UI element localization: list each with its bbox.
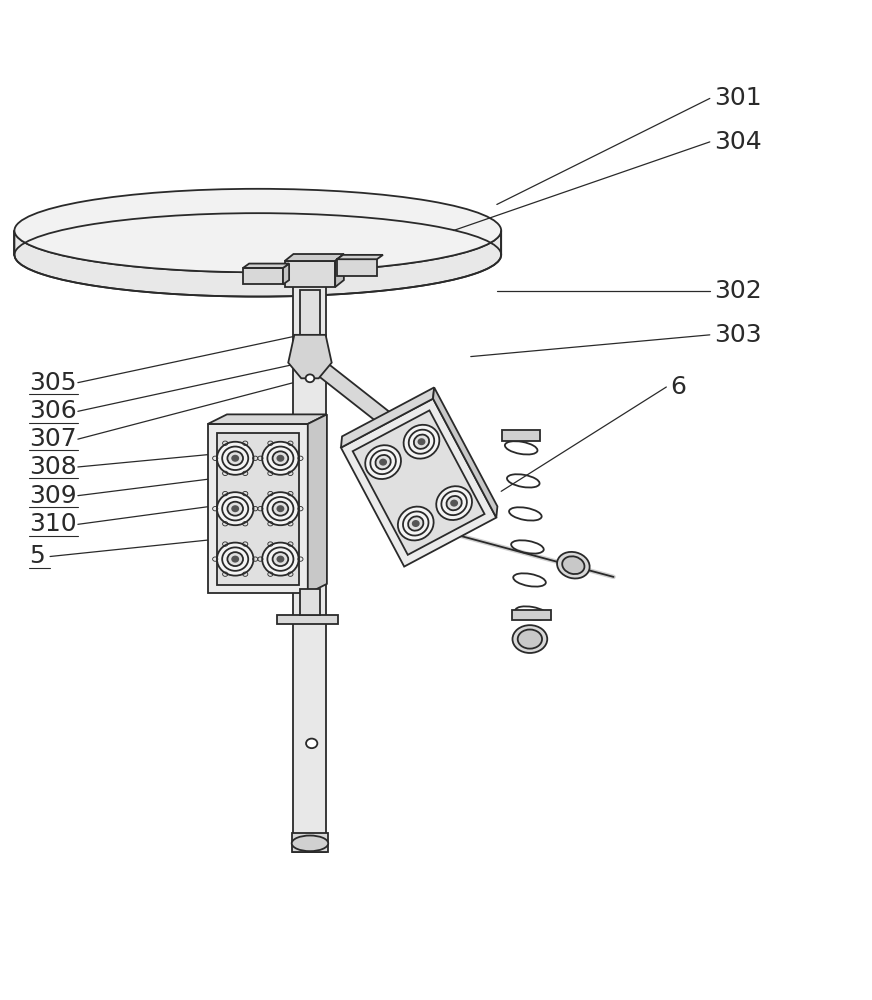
- Ellipse shape: [306, 739, 317, 748]
- Text: 305: 305: [29, 371, 77, 395]
- Polygon shape: [513, 610, 551, 620]
- Text: 310: 310: [29, 512, 77, 536]
- Polygon shape: [292, 833, 328, 852]
- Ellipse shape: [262, 442, 299, 475]
- Polygon shape: [283, 264, 290, 284]
- Text: 6: 6: [671, 375, 686, 399]
- Text: 306: 306: [29, 399, 77, 423]
- Polygon shape: [216, 433, 299, 585]
- Text: 303: 303: [714, 323, 762, 347]
- Ellipse shape: [228, 552, 243, 566]
- Ellipse shape: [557, 552, 589, 578]
- Text: 301: 301: [714, 86, 762, 110]
- Ellipse shape: [228, 451, 243, 465]
- Polygon shape: [285, 261, 335, 287]
- Ellipse shape: [412, 521, 419, 526]
- Ellipse shape: [232, 506, 238, 511]
- Text: 309: 309: [29, 484, 77, 508]
- Ellipse shape: [518, 630, 542, 649]
- Ellipse shape: [451, 501, 457, 506]
- Text: 307: 307: [29, 427, 77, 451]
- Polygon shape: [243, 264, 290, 268]
- Ellipse shape: [408, 516, 424, 531]
- Ellipse shape: [404, 425, 439, 459]
- Ellipse shape: [292, 836, 328, 851]
- Polygon shape: [337, 259, 377, 276]
- Polygon shape: [341, 399, 496, 567]
- Polygon shape: [208, 414, 327, 424]
- Polygon shape: [337, 255, 383, 259]
- Ellipse shape: [262, 543, 299, 576]
- Polygon shape: [318, 363, 389, 424]
- Ellipse shape: [436, 486, 472, 520]
- Ellipse shape: [562, 556, 584, 574]
- Ellipse shape: [277, 456, 283, 461]
- Ellipse shape: [15, 189, 501, 272]
- Polygon shape: [352, 410, 485, 555]
- Polygon shape: [300, 589, 320, 615]
- Ellipse shape: [365, 445, 401, 479]
- Text: 5: 5: [29, 544, 45, 568]
- Polygon shape: [15, 231, 501, 297]
- Ellipse shape: [446, 496, 462, 510]
- Ellipse shape: [414, 435, 429, 449]
- Polygon shape: [208, 424, 308, 593]
- Polygon shape: [308, 414, 327, 593]
- Polygon shape: [433, 387, 497, 518]
- Ellipse shape: [419, 439, 425, 444]
- Ellipse shape: [262, 492, 299, 525]
- Ellipse shape: [217, 543, 254, 576]
- Ellipse shape: [277, 556, 283, 562]
- Text: 308: 308: [29, 455, 77, 479]
- Polygon shape: [300, 290, 320, 335]
- Polygon shape: [285, 254, 344, 261]
- Ellipse shape: [273, 502, 289, 516]
- Text: 302: 302: [714, 279, 762, 303]
- Ellipse shape: [217, 492, 254, 525]
- Polygon shape: [289, 335, 331, 378]
- Ellipse shape: [228, 502, 243, 516]
- Ellipse shape: [305, 374, 314, 382]
- Polygon shape: [341, 387, 434, 448]
- Polygon shape: [294, 255, 326, 852]
- Polygon shape: [277, 615, 337, 624]
- Ellipse shape: [273, 552, 289, 566]
- Ellipse shape: [273, 451, 289, 465]
- Polygon shape: [335, 254, 344, 287]
- Ellipse shape: [217, 442, 254, 475]
- Ellipse shape: [380, 460, 386, 465]
- Ellipse shape: [232, 556, 238, 562]
- Polygon shape: [243, 268, 283, 284]
- Ellipse shape: [376, 455, 391, 469]
- Ellipse shape: [513, 625, 548, 653]
- Ellipse shape: [398, 507, 433, 540]
- Polygon shape: [502, 430, 541, 441]
- Ellipse shape: [277, 506, 283, 511]
- Text: 304: 304: [714, 130, 762, 154]
- Ellipse shape: [232, 456, 238, 461]
